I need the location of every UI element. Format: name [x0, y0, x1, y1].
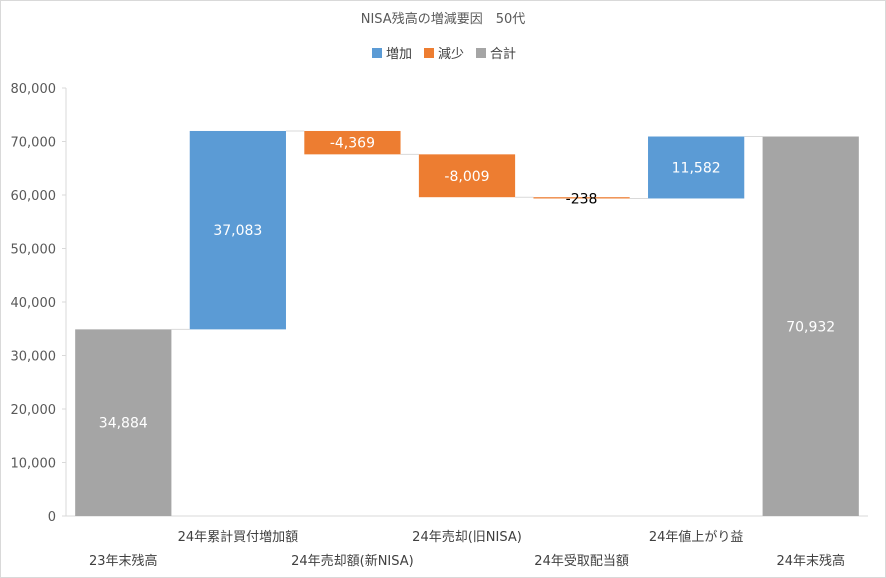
- y-tick-label-2: 20,000: [11, 403, 57, 418]
- y-tick-label-7: 70,000: [11, 136, 57, 151]
- legend-label-0: 増加: [386, 47, 412, 62]
- bar-1: [189, 130, 286, 330]
- category-label-6: 24年末残高: [776, 553, 845, 569]
- category-label-2: 24年売却額(新NISA): [291, 553, 414, 569]
- data-label-2: -4,369: [330, 136, 375, 152]
- bar-3: [418, 154, 516, 198]
- connector-lines: [171, 130, 763, 330]
- category-label-0: 23年末残高: [89, 553, 158, 569]
- category-label-4: 24年受取配当額: [534, 554, 629, 569]
- y-tick-label-5: 50,000: [11, 243, 57, 258]
- data-label-4: -238: [566, 191, 598, 207]
- category-label-3: 24年売却(旧NISA): [412, 529, 522, 545]
- legend-label-1: 減少: [438, 46, 464, 62]
- bars: [75, 130, 859, 516]
- y-tick-label-0: 0: [48, 510, 56, 525]
- bar-0: [75, 329, 172, 516]
- legend-swatch-0: [372, 48, 382, 58]
- data-label-0: 34,884: [99, 416, 148, 432]
- data-label-6: 70,932: [786, 319, 835, 335]
- bar-6: [762, 136, 859, 516]
- legend: 増加 減少 合計: [372, 46, 516, 62]
- legend-swatch-2: [476, 48, 486, 58]
- data-labels: 34,884 37,083 -4,369 -8,009 -238 11,582 70,932: [99, 136, 835, 432]
- data-label-5: 11,582: [672, 160, 721, 176]
- y-tick-label-8: 80,000: [11, 82, 57, 97]
- bar-4: [533, 197, 630, 199]
- legend-swatch-1: [424, 48, 434, 58]
- bar-5: [648, 136, 745, 199]
- y-axis-ticks: 0 10,000 20,000 30,000 40,000 50,000 60,000 70,…: [11, 82, 66, 525]
- category-labels: 23年末残高 24年累計買付増加額 24年売却額(新NISA) 24年売却(旧NISA…: [89, 529, 845, 569]
- y-tick-label-4: 40,000: [11, 296, 57, 311]
- bar-2: [304, 130, 401, 155]
- y-tick-label-6: 60,000: [11, 189, 57, 204]
- category-label-1: 24年累計買付増加額: [178, 529, 299, 545]
- y-tick-label-1: 10,000: [11, 457, 57, 472]
- chart-title: NISA残高の増減要因 50代: [361, 11, 526, 27]
- category-label-5: 24年値上がり益: [649, 529, 744, 545]
- legend-label-2: 合計: [490, 46, 516, 62]
- y-tick-label-3: 30,000: [11, 350, 57, 365]
- data-label-1: 37,083: [213, 223, 262, 239]
- data-label-3: -8,009: [444, 169, 489, 185]
